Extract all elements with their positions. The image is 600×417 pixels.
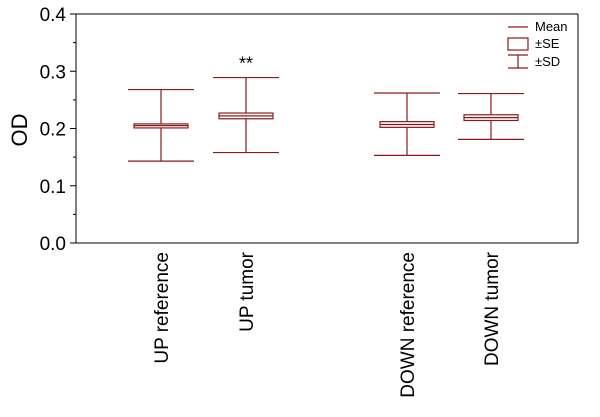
category-label: UP tumor <box>237 251 258 332</box>
legend-mean-label: Mean <box>535 19 568 34</box>
box-2 <box>374 92 440 157</box>
box-1: ** <box>213 54 279 154</box>
y-tick-label: 0.4 <box>40 5 67 26</box>
category-label: DOWN reference <box>398 252 419 398</box>
category-labels: UP reference UP tumor DOWN reference DOWN t… <box>152 251 503 397</box>
legend-se-label: ±SE <box>535 36 560 51</box>
category-label: UP reference <box>152 252 173 364</box>
y-tick-label: 0.0 <box>40 234 66 255</box>
legend-sd-label: ±SD <box>535 54 560 69</box>
significance-annotation: ** <box>239 54 253 74</box>
y-axis-label: OD <box>7 114 32 147</box>
y-tick-label: 0.1 <box>40 177 66 198</box>
legend: Mean ±SE ±SD <box>507 19 568 69</box>
y-tick-label: 0.2 <box>40 120 66 141</box>
box-series: ** <box>128 54 524 162</box>
box-0 <box>128 88 194 162</box>
box-3 <box>458 92 524 140</box>
category-label: DOWN tumor <box>482 251 503 366</box>
y-tick-label: 0.3 <box>40 62 66 83</box>
legend-se-swatch <box>507 37 529 51</box>
y-ticks: 0.0 0.1 0.2 0.3 0.4 <box>40 5 76 255</box>
